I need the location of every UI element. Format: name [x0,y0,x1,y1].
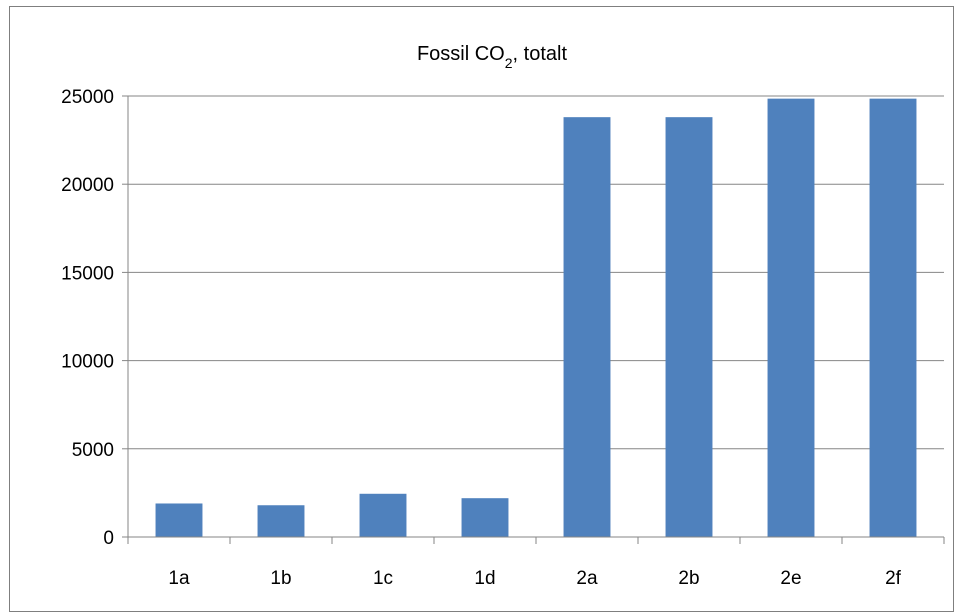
bars [155,98,917,538]
x-tick-label: 1d [474,568,495,589]
bar-2b [665,117,713,537]
y-tick-label: 15000 [61,263,114,284]
chart-title: Fossil CO2, totalt [417,43,568,71]
bar-1b [257,505,305,537]
x-tick-label: 2e [780,568,801,589]
y-tick-label: 0 [103,528,114,549]
chart-title-main: Fossil CO [417,43,505,65]
y-tick-label: 25000 [61,87,114,108]
axes [122,95,945,544]
bar-1a [155,503,203,537]
gridlines [128,95,944,450]
x-tick-label: 1a [168,568,190,589]
bar-2a [563,117,611,537]
y-tick-labels: 0 5000 10000 15000 20000 25000 [61,87,114,549]
bar-2e [767,98,815,538]
chart-title-subscript: 2 [505,55,513,71]
y-tick-label: 5000 [72,440,114,461]
y-tick-label: 20000 [61,175,114,196]
x-tick-label: 2a [576,568,598,589]
x-tick-labels: 1a 1b 1c 1d 2a 2b 2e 2f [168,568,901,589]
bar-2f [869,98,917,538]
y-tick-label: 10000 [61,352,114,373]
bar-1d [461,498,509,537]
x-tick-label: 1b [270,568,291,589]
chart-title-suffix: , totalt [513,43,568,65]
x-tick-label: 2f [885,568,902,589]
bar-1c [359,493,407,537]
x-tick-label: 2b [678,568,699,589]
x-tick-label: 1c [373,568,393,589]
